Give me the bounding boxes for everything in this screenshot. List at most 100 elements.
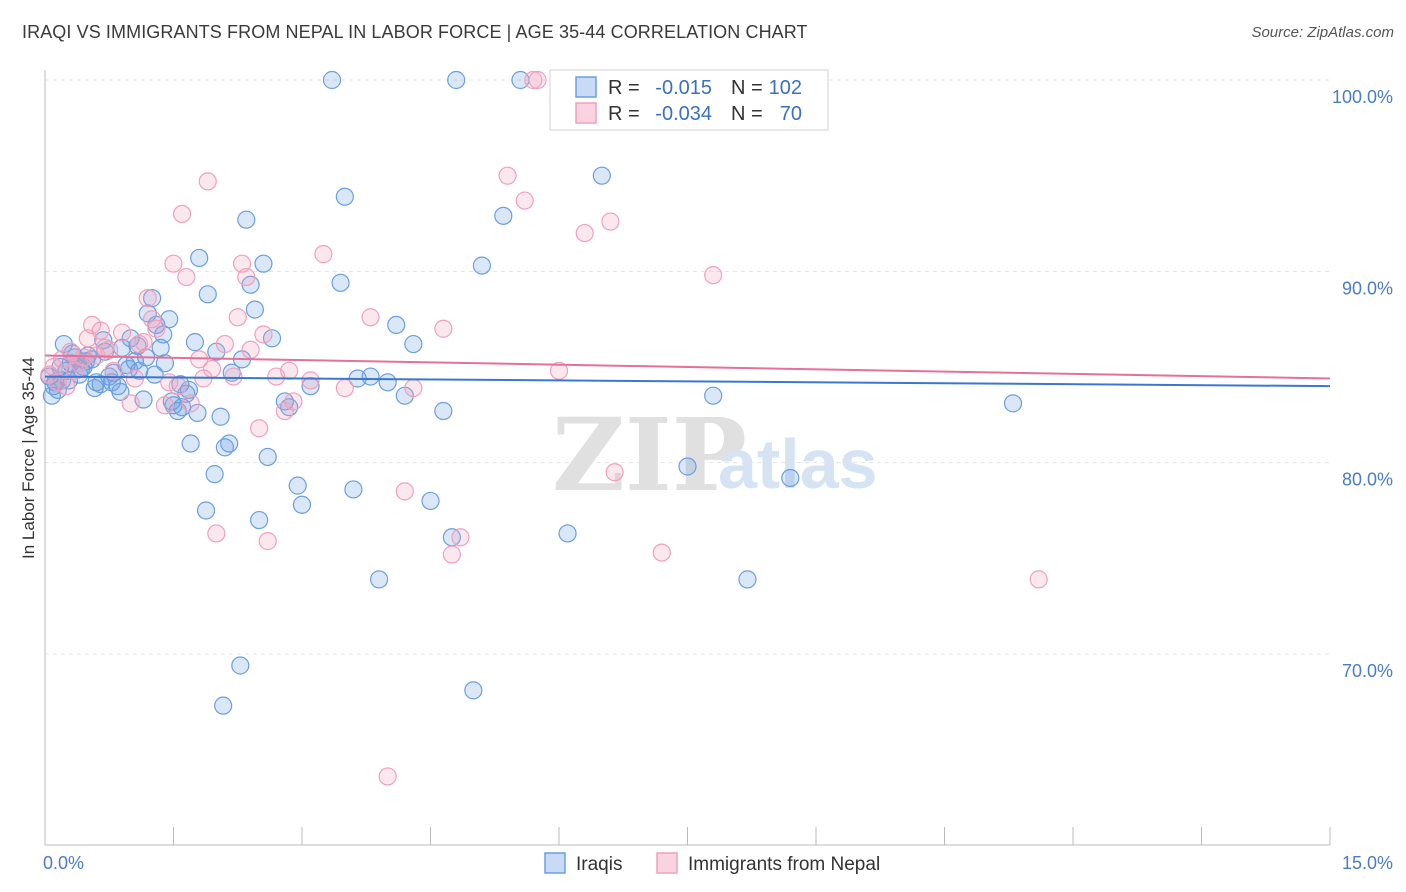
source-label: Source: ZipAtlas.com bbox=[1251, 24, 1394, 41]
nepal-point bbox=[228, 308, 247, 327]
nepal-point bbox=[121, 394, 140, 413]
nepal-point bbox=[74, 348, 93, 367]
nepal-point bbox=[172, 204, 192, 224]
legend-swatch-nepal bbox=[575, 102, 597, 124]
iraqi-point bbox=[205, 465, 224, 484]
nepal-point bbox=[125, 369, 145, 388]
iraqi-point bbox=[370, 570, 389, 589]
nepal-point bbox=[100, 340, 119, 359]
legend-n-label-iraqis: N = bbox=[731, 77, 763, 99]
chart-title: IRAQI VS IMMIGRANTS FROM NEPAL IN LABOR … bbox=[22, 22, 808, 42]
nepal-point bbox=[314, 245, 333, 264]
iraqi-point bbox=[198, 285, 217, 304]
legend-swatch-iraqis bbox=[575, 76, 597, 98]
y-tick-labels: 100.0% 90.0% 80.0% 70.0% bbox=[1332, 87, 1393, 681]
nepal-point bbox=[104, 361, 123, 380]
nepal-point bbox=[177, 267, 196, 287]
iraqi-point bbox=[214, 696, 233, 715]
legend-r-label-nepal: R = bbox=[608, 103, 640, 125]
nepal-point bbox=[65, 361, 85, 380]
nepal-point bbox=[237, 267, 256, 287]
nepal-point bbox=[524, 70, 543, 90]
iraqi-point bbox=[185, 333, 205, 352]
iraqi-point bbox=[335, 187, 354, 206]
y-axis-label: In Labor Force | Age 35-44 bbox=[19, 357, 38, 559]
nepal-point bbox=[147, 319, 166, 338]
nepal-point bbox=[224, 367, 243, 386]
iraqi-point bbox=[592, 166, 611, 185]
data-points bbox=[40, 70, 1048, 786]
nepal-point bbox=[451, 528, 470, 547]
watermark-atlas: atlas bbox=[718, 425, 878, 503]
iraqi-point bbox=[211, 407, 230, 426]
axes bbox=[44, 70, 1331, 846]
nepal-point bbox=[232, 254, 252, 273]
iraqi-point bbox=[404, 334, 423, 354]
x-tick-label: 0.0% bbox=[43, 853, 84, 873]
nepal-point bbox=[280, 361, 299, 380]
iraqi-point bbox=[188, 403, 207, 423]
legend-n-value-iraqis: 102 bbox=[769, 77, 802, 99]
series-legend: Iraqis Immigrants from Nepal bbox=[544, 852, 880, 875]
iraqi-point bbox=[678, 457, 697, 476]
nepal-point bbox=[361, 308, 380, 327]
iraqi-point bbox=[447, 70, 466, 90]
iraqi-point bbox=[344, 480, 363, 499]
iraqi-point bbox=[145, 365, 164, 384]
legend-r-label-iraqis: R = bbox=[608, 77, 640, 99]
nepal-point bbox=[549, 361, 569, 380]
iraqi-point bbox=[142, 289, 162, 308]
iraqi-point bbox=[254, 254, 273, 273]
bottom-legend-label-iraqis: Iraqis bbox=[576, 854, 622, 875]
nepal-point bbox=[48, 373, 67, 392]
nepal-point bbox=[515, 191, 534, 210]
iraqi-point bbox=[155, 354, 175, 373]
iraqi-point bbox=[262, 329, 282, 348]
nepal-point bbox=[704, 266, 723, 285]
nepal-point bbox=[528, 70, 547, 90]
nepal-point bbox=[601, 212, 620, 231]
iraqi-point bbox=[464, 681, 483, 700]
iraqi-point bbox=[1003, 394, 1023, 413]
nepal-point bbox=[142, 310, 162, 329]
nepal-point bbox=[301, 371, 320, 390]
nepal-point bbox=[91, 321, 110, 340]
nepal-point bbox=[605, 463, 624, 482]
legend-n-label-nepal: N = bbox=[731, 103, 763, 125]
nepal-point bbox=[404, 378, 423, 398]
iraqi-point bbox=[237, 210, 256, 229]
iraqi-point bbox=[781, 468, 800, 488]
stats-legend: R = -0.015 N = 102 R = -0.034 N = 70 bbox=[549, 69, 829, 131]
iraqi-point bbox=[85, 378, 104, 398]
nepal-point bbox=[57, 377, 76, 396]
nepal-point bbox=[575, 223, 594, 243]
y-tick-label: 80.0% bbox=[1342, 470, 1393, 490]
x-tick-labels: 0.0% 15.0% bbox=[43, 853, 1393, 873]
nepal-point bbox=[652, 543, 671, 562]
nepal-point bbox=[335, 378, 354, 398]
iraqi-point bbox=[258, 447, 277, 467]
nepal-point bbox=[498, 166, 517, 185]
watermark: ZIP atlas bbox=[552, 396, 878, 514]
iraqi-point bbox=[331, 273, 350, 292]
iraqi-point bbox=[288, 476, 307, 495]
legend-n-value-nepal: 70 bbox=[780, 103, 802, 125]
y-tick-label: 100.0% bbox=[1332, 87, 1393, 107]
nepal-point bbox=[164, 254, 183, 273]
nepal-point bbox=[395, 482, 414, 501]
nepal-point bbox=[1029, 570, 1048, 589]
iraqi-trend-line bbox=[44, 375, 1331, 388]
iraqi-point bbox=[558, 524, 577, 543]
iraqi-point bbox=[181, 434, 200, 453]
nepal-point bbox=[198, 172, 217, 191]
iraqi-point bbox=[494, 206, 513, 225]
iraqi-point bbox=[434, 401, 453, 421]
nepal-point bbox=[442, 545, 462, 564]
y-tick-label: 70.0% bbox=[1342, 661, 1393, 681]
iraqi-point bbox=[179, 380, 199, 400]
iraqi-point bbox=[378, 373, 397, 392]
iraqi-point bbox=[738, 570, 757, 589]
y-tick-label: 90.0% bbox=[1342, 278, 1393, 298]
iraqi-point bbox=[472, 256, 491, 275]
